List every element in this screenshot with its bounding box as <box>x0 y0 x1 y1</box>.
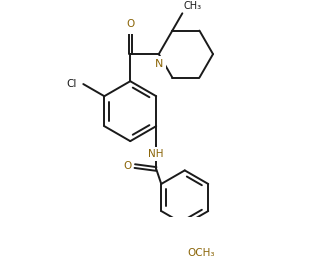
Text: O: O <box>126 19 134 29</box>
Text: CH₃: CH₃ <box>184 1 202 11</box>
Text: N: N <box>155 59 163 69</box>
Text: NH: NH <box>148 149 164 159</box>
Text: OCH₃: OCH₃ <box>187 248 215 257</box>
Text: O: O <box>123 161 131 171</box>
Text: Cl: Cl <box>67 79 77 89</box>
